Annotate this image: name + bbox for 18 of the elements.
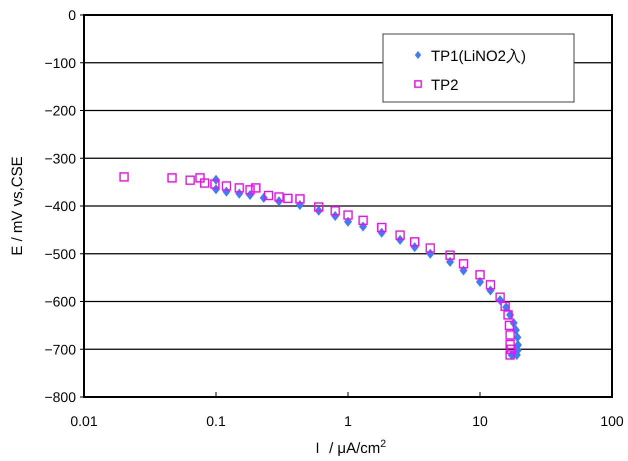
y-tick-label: −200 xyxy=(44,102,76,118)
x-tick-label: 100 xyxy=(600,413,624,429)
y-tick-label: 0 xyxy=(68,7,76,23)
x-tick-label: 0.1 xyxy=(206,413,226,429)
x-tick-label: 1 xyxy=(344,413,352,429)
y-tick-label: −800 xyxy=(44,389,76,405)
y-tick-label: −100 xyxy=(44,54,76,71)
y-tick-label: −500 xyxy=(44,246,76,262)
x-tick-label: 0.01 xyxy=(70,413,98,429)
y-tick-label: −600 xyxy=(44,294,76,310)
x-tick-label: 10 xyxy=(472,413,488,429)
y-tick-label: −700 xyxy=(44,341,76,358)
legend-label: TP1(LiNO2入) xyxy=(431,48,526,65)
legend-label: TP2 xyxy=(431,77,459,94)
y-axis-title: E / mV vs,CSE xyxy=(9,156,26,256)
y-tick-label: −400 xyxy=(44,198,76,214)
x-axis-title: Ｉ / μA/cm$^{2}$ xyxy=(310,438,386,457)
y-tick-label: −300 xyxy=(44,150,76,166)
